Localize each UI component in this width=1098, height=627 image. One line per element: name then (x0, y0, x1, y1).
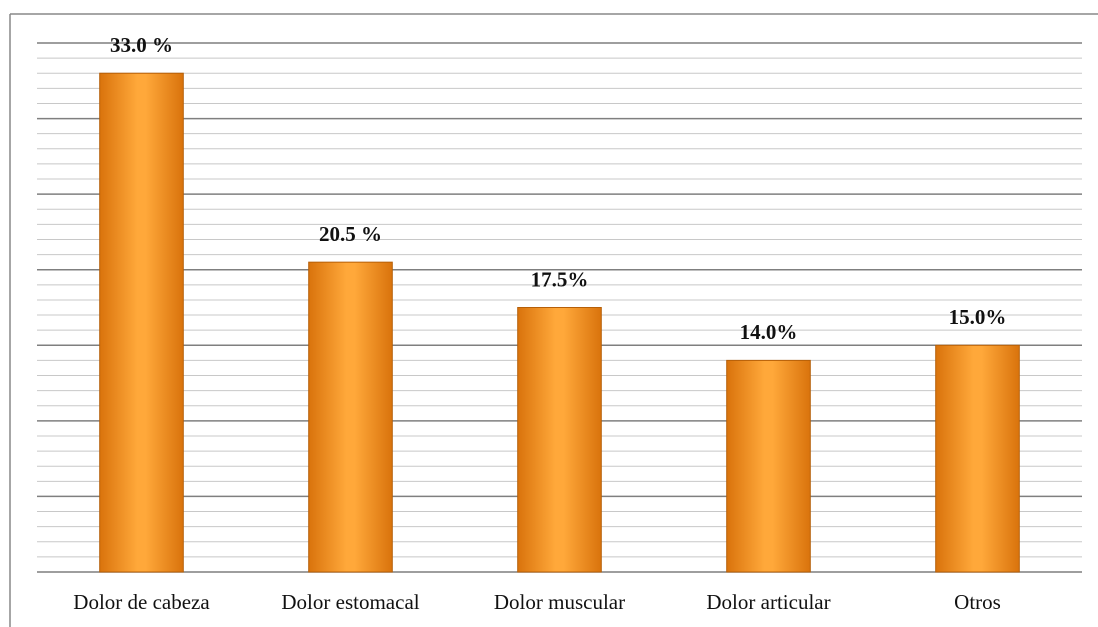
data-label: 33.0 % (110, 33, 173, 57)
data-label: 20.5 % (319, 222, 382, 246)
x-tick-label: Dolor estomacal (281, 590, 419, 614)
x-tick-label: Dolor muscular (494, 590, 625, 614)
bar (726, 359, 811, 573)
bar (308, 261, 393, 573)
data-label: 17.5% (531, 267, 589, 291)
bar (935, 344, 1020, 573)
data-label: 15.0% (949, 305, 1007, 329)
x-tick-label: Otros (954, 590, 1001, 614)
bar (517, 307, 602, 573)
data-label: 14.0% (740, 320, 798, 344)
x-tick-label: Dolor de cabeza (73, 590, 210, 614)
bar (99, 72, 184, 573)
x-tick-label: Dolor articular (706, 590, 830, 614)
